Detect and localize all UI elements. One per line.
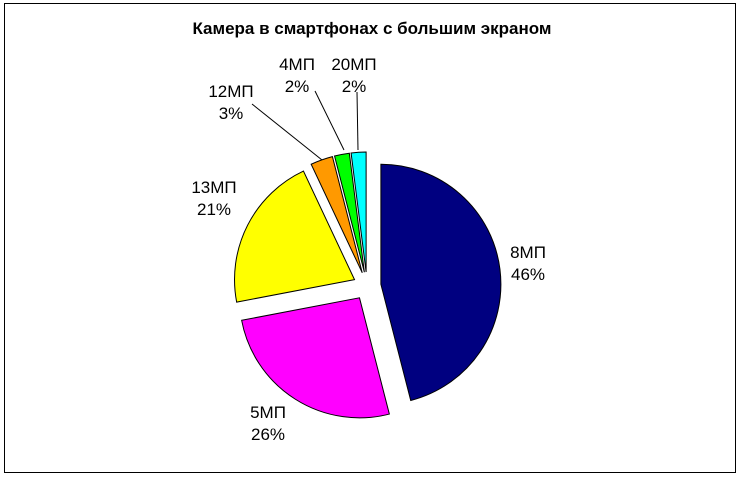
slice-label-12МП: 12МП 3%	[208, 82, 253, 123]
leader-line-12МП	[251, 103, 323, 161]
slice-label-13МП: 13МП 21%	[191, 178, 236, 219]
slice-label-4МП: 4МП 2%	[279, 55, 315, 96]
pie-slice-20МП	[350, 151, 367, 273]
slice-label-5МП: 5МП 26%	[250, 403, 286, 444]
pie-slice-13МП	[234, 170, 356, 303]
leader-line-4МП	[314, 90, 345, 151]
chart-border	[4, 3, 736, 473]
pie-slice-4МП	[333, 152, 365, 273]
slice-label-20МП: 20МП 2%	[331, 55, 376, 96]
chart-title: Камера в смартфонах с большим экраном	[192, 19, 552, 38]
leader-line-20МП	[356, 91, 359, 151]
pie-slice-5МП	[241, 297, 390, 419]
pie-slice-8МП	[380, 163, 502, 402]
slice-label-8МП: 8МП 46%	[510, 243, 546, 284]
